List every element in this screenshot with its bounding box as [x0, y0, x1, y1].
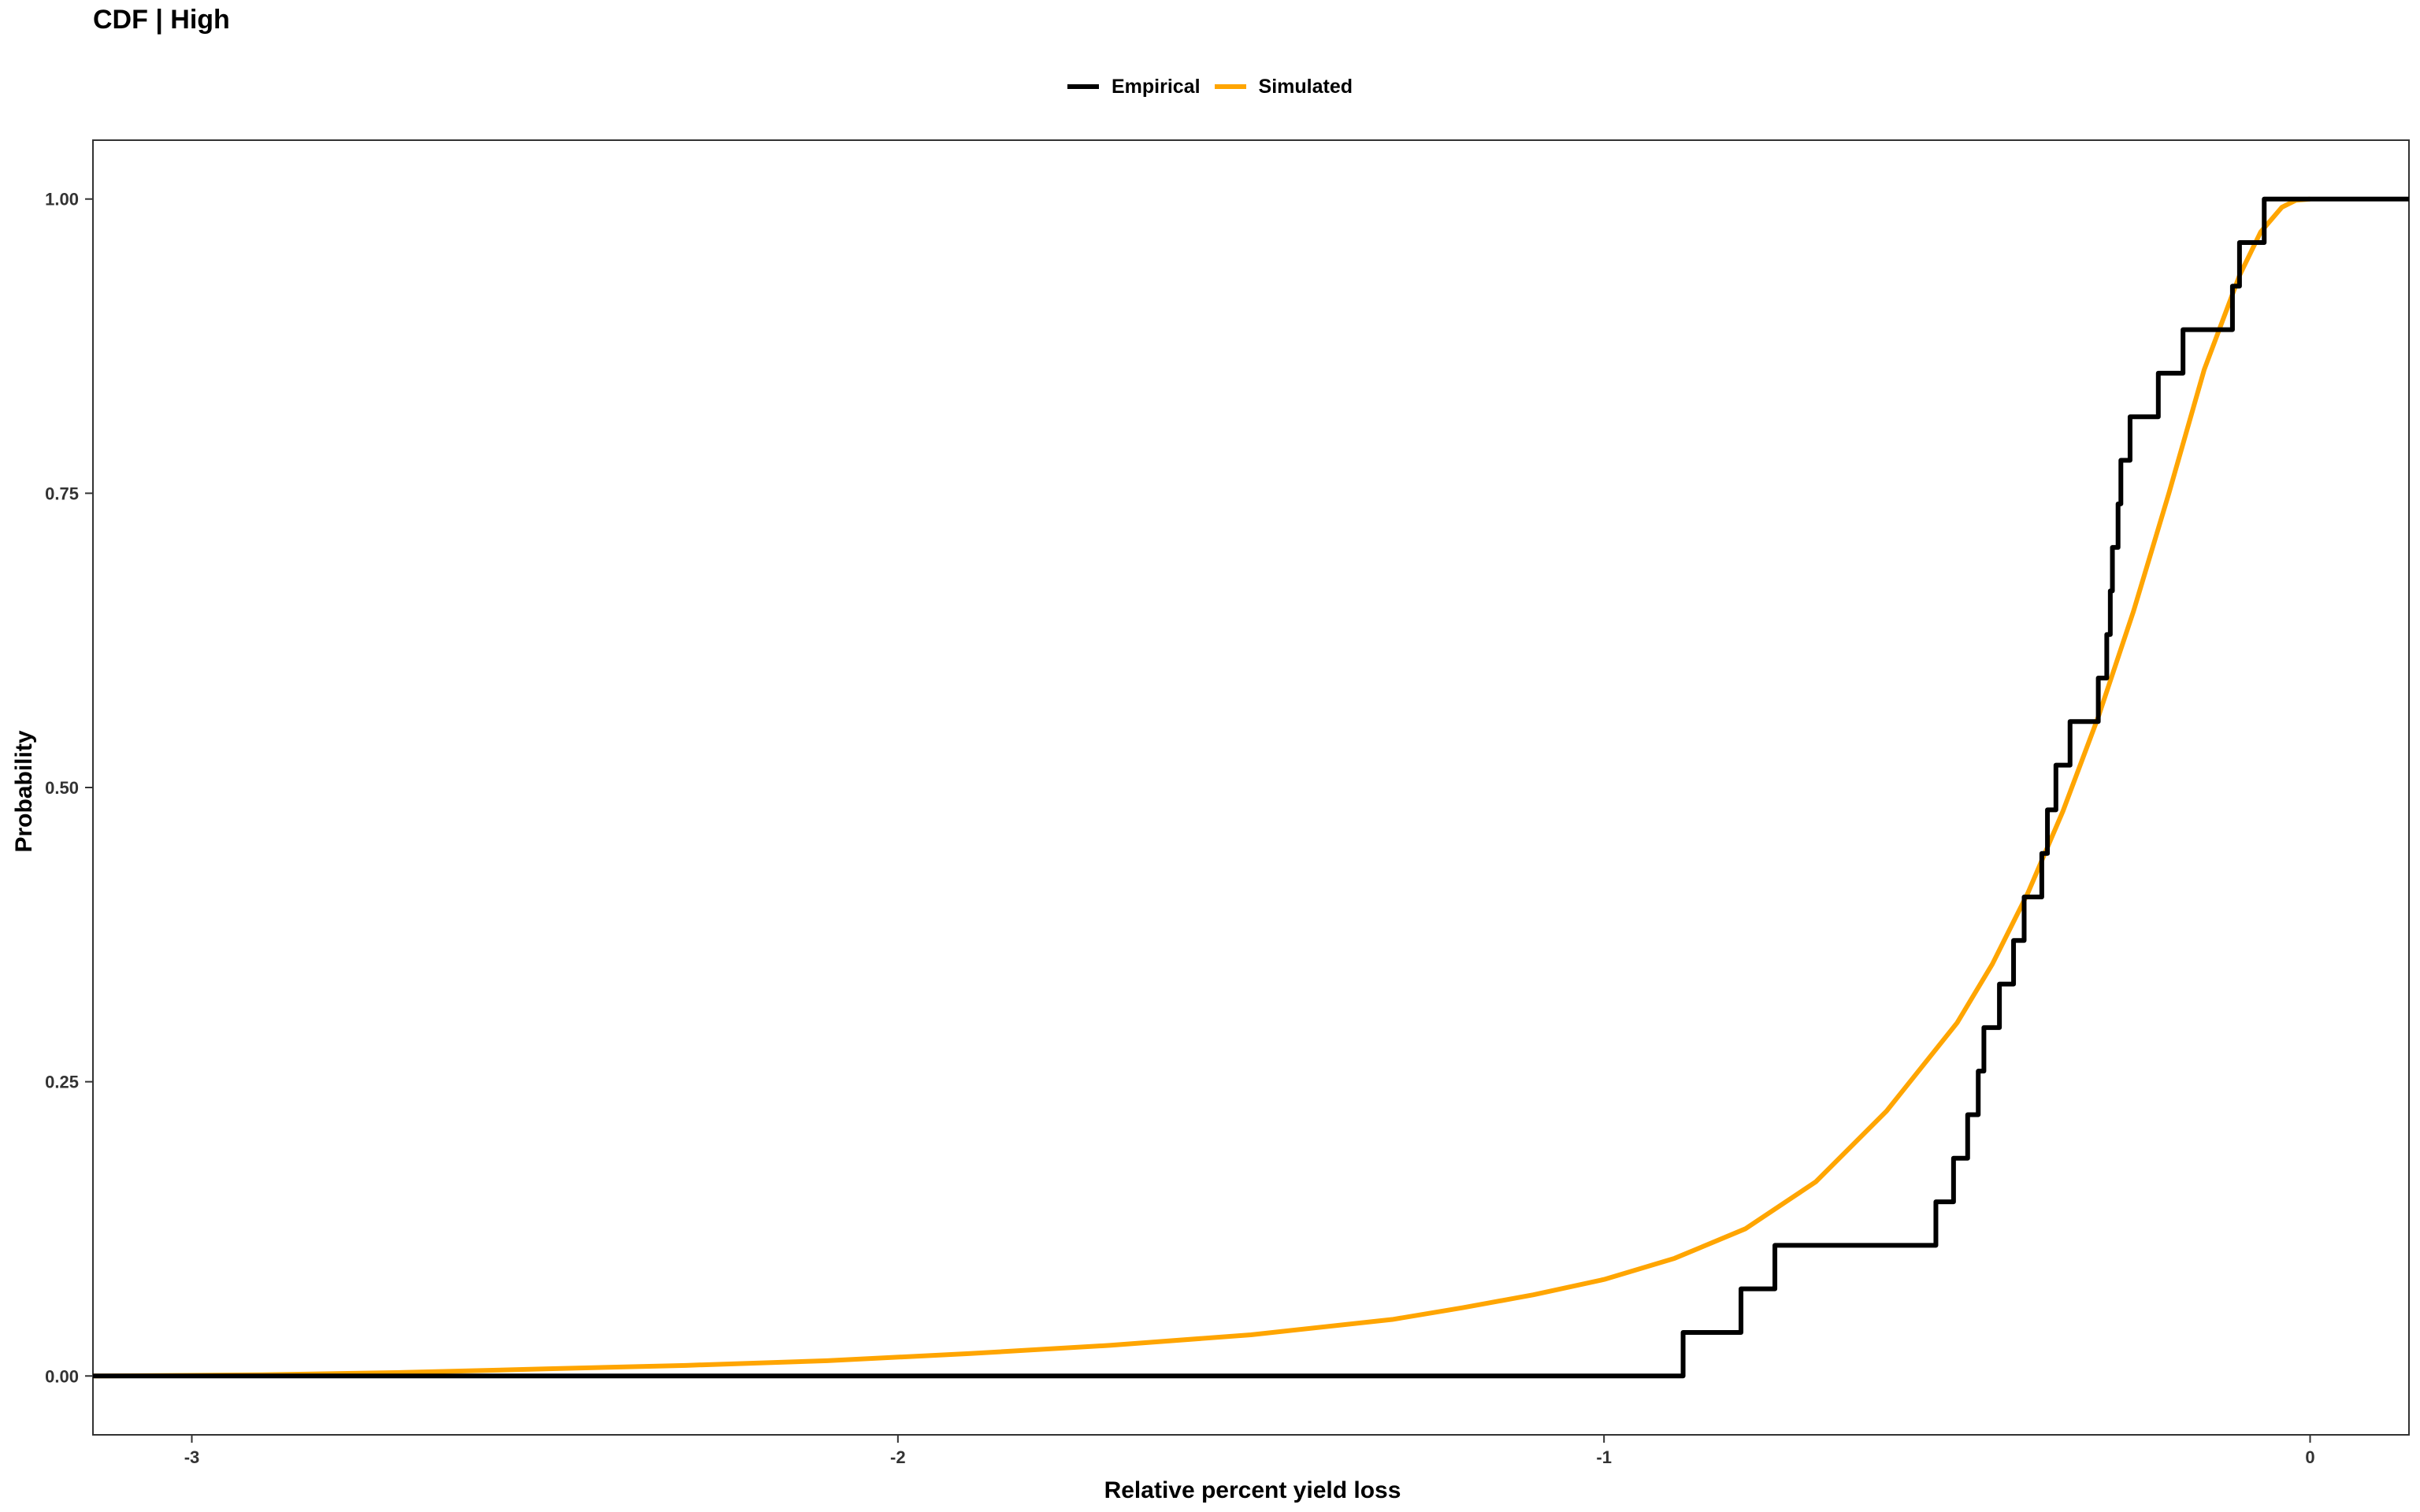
legend-key-simulated	[1214, 84, 1246, 89]
legend-key-empirical	[1067, 84, 1099, 89]
x-tick-label: -1	[1596, 1447, 1612, 1467]
series-line-simulated	[93, 196, 2311, 1379]
legend: Empirical Simulated	[0, 71, 2420, 102]
axes-layer: -3 -2 -1 0 0.00 0.25 0.50 0.75 1.00	[45, 139, 2410, 1467]
legend-item-empirical: Empirical	[1067, 76, 1201, 98]
plot-panel-border	[92, 139, 2410, 1436]
y-axis-title: Probability	[11, 730, 37, 852]
x-tick-label: -3	[184, 1447, 200, 1467]
legend-label-simulated: Simulated	[1258, 75, 1353, 98]
x-tick-label: 0	[2305, 1447, 2314, 1467]
y-tick-label: 0.00	[45, 1366, 79, 1386]
chart-title: CDF | High	[93, 5, 230, 35]
x-axis-title: Relative percent yield loss	[1104, 1477, 1401, 1503]
x-tick-label: -2	[890, 1447, 906, 1467]
series-line-empirical	[93, 196, 2409, 1379]
legend-item-simulated: Simulated	[1214, 75, 1353, 98]
y-tick-label: 0.25	[45, 1073, 79, 1092]
legend-label-empirical: Empirical	[1111, 75, 1201, 98]
y-tick-label: 1.00	[45, 190, 79, 209]
y-tick-label: 0.50	[45, 778, 79, 798]
series-layer	[93, 196, 2409, 1379]
y-tick-label: 0.75	[45, 484, 79, 503]
